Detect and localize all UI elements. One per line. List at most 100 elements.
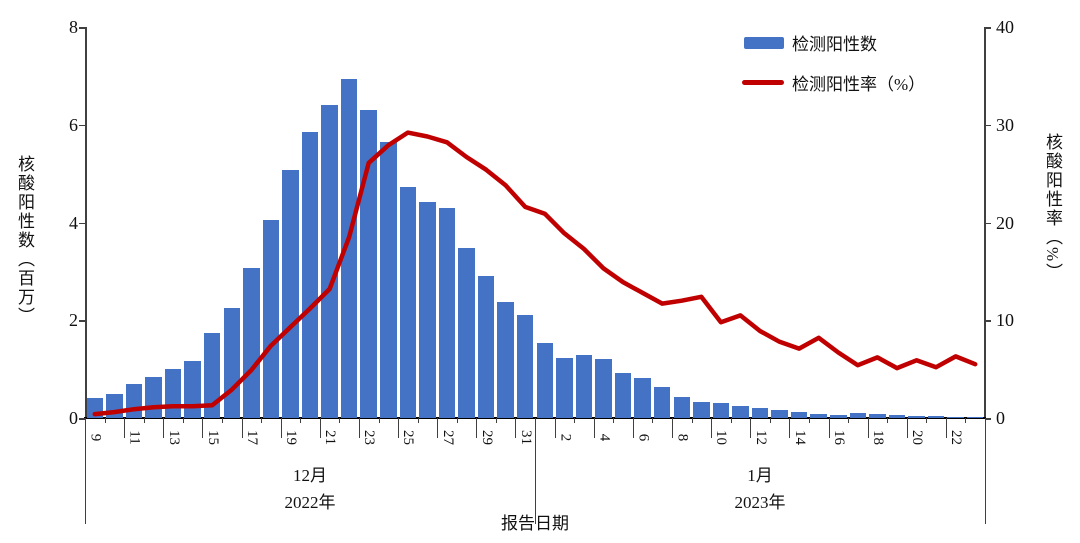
bar [575, 354, 593, 418]
line-series-swatch [742, 80, 784, 85]
bar [380, 141, 397, 418]
right-axis-title: 核酸阳性率（%） [1043, 133, 1062, 283]
left-axis-tick [79, 27, 85, 29]
day-minor-tick [495, 418, 497, 423]
day-minor-tick [965, 418, 967, 423]
day-minor-tick [652, 418, 654, 423]
day-minor-tick [182, 418, 184, 423]
line-series-label: 检测阳性率（%） [792, 75, 926, 94]
label-cell-tick [593, 418, 595, 438]
bar [458, 248, 475, 418]
bar [966, 417, 984, 418]
label-cell-tick [789, 418, 791, 438]
group-divider-line [985, 418, 986, 524]
right-axis-tick [985, 418, 991, 420]
label-cell-tick [554, 418, 556, 438]
label-cell-tick [711, 418, 713, 438]
day-minor-tick [300, 418, 302, 423]
bar [712, 402, 730, 418]
bar [282, 169, 299, 418]
bar [301, 131, 319, 418]
day-minor-tick [808, 418, 810, 423]
left-axis-tick-label: 2 [69, 310, 78, 331]
day-minor-tick [887, 418, 889, 423]
bar [419, 202, 436, 418]
label-cell-tick [906, 418, 908, 438]
bar [203, 332, 221, 418]
label-cell-tick [319, 418, 321, 438]
left-axis-tick [79, 222, 85, 224]
label-cell-tick [750, 418, 752, 438]
bar [693, 401, 710, 418]
bar [614, 373, 632, 418]
label-cell-tick [163, 418, 165, 438]
day-minor-tick [691, 418, 693, 423]
right-axis-tick-label: 30 [996, 114, 1014, 135]
bar [634, 378, 651, 418]
bar [830, 414, 847, 418]
bar [321, 105, 338, 418]
bar [262, 220, 280, 418]
label-cell-tick [398, 418, 399, 438]
left-axis-title: 核酸阳性数（百万） [15, 155, 34, 326]
right-axis-tick-label: 20 [996, 212, 1014, 233]
bar [888, 414, 906, 418]
bar-series-swatch [744, 36, 784, 49]
bar [771, 409, 788, 418]
label-cell-tick [632, 418, 634, 438]
left-axis-tick-label: 4 [69, 212, 78, 233]
label-cell-tick [867, 418, 869, 438]
left-y-axis-line [85, 27, 87, 418]
bar [438, 207, 456, 418]
bar [751, 407, 769, 418]
bar [908, 415, 925, 418]
bar [947, 416, 964, 418]
bar [810, 413, 827, 418]
left-axis-tick-label: 6 [69, 114, 78, 135]
day-minor-tick [574, 418, 576, 423]
label-cell-tick [124, 418, 126, 438]
bar [849, 413, 867, 418]
left-axis-tick [79, 124, 85, 127]
left-axis-tick [79, 418, 85, 420]
day-minor-tick [339, 418, 341, 423]
label-cell-tick [358, 418, 360, 438]
right-axis-tick-label: 10 [996, 310, 1014, 331]
bar [399, 187, 417, 418]
right-axis-tick-label: 0 [996, 408, 1005, 428]
bar [497, 301, 514, 418]
left-axis-tick [79, 320, 85, 322]
month-label-january: 1月 [747, 466, 773, 485]
bar [673, 396, 691, 418]
bar [732, 406, 749, 418]
right-axis-tick [985, 27, 991, 29]
bar-series-label: 检测阳性数 [792, 35, 877, 54]
right-y-axis-line [984, 27, 986, 418]
label-cell-tick [280, 418, 282, 438]
label-cell-tick [828, 418, 830, 438]
day-minor-tick [456, 418, 458, 423]
label-cell-tick [241, 418, 243, 438]
right-axis-tick [985, 222, 991, 224]
left-axis-tick-label: 8 [69, 17, 78, 37]
bar [556, 358, 573, 418]
right-axis-tick [985, 320, 991, 322]
bar [477, 276, 495, 418]
group-divider-line [535, 418, 536, 524]
day-minor-tick [261, 418, 263, 423]
legend-item-line: 检测阳性率（%） [742, 70, 925, 95]
bar [536, 343, 554, 418]
label-cell-tick [476, 418, 478, 438]
day-minor-tick [769, 418, 771, 423]
bar [516, 315, 534, 418]
bar [790, 411, 808, 418]
day-minor-tick [613, 418, 615, 423]
bar [340, 78, 358, 418]
day-minor-tick [730, 418, 732, 423]
day-minor-tick [417, 418, 419, 423]
year-label-2023: 2023年 [734, 493, 786, 512]
day-minor-tick [378, 418, 380, 423]
day-minor-tick [222, 418, 223, 423]
